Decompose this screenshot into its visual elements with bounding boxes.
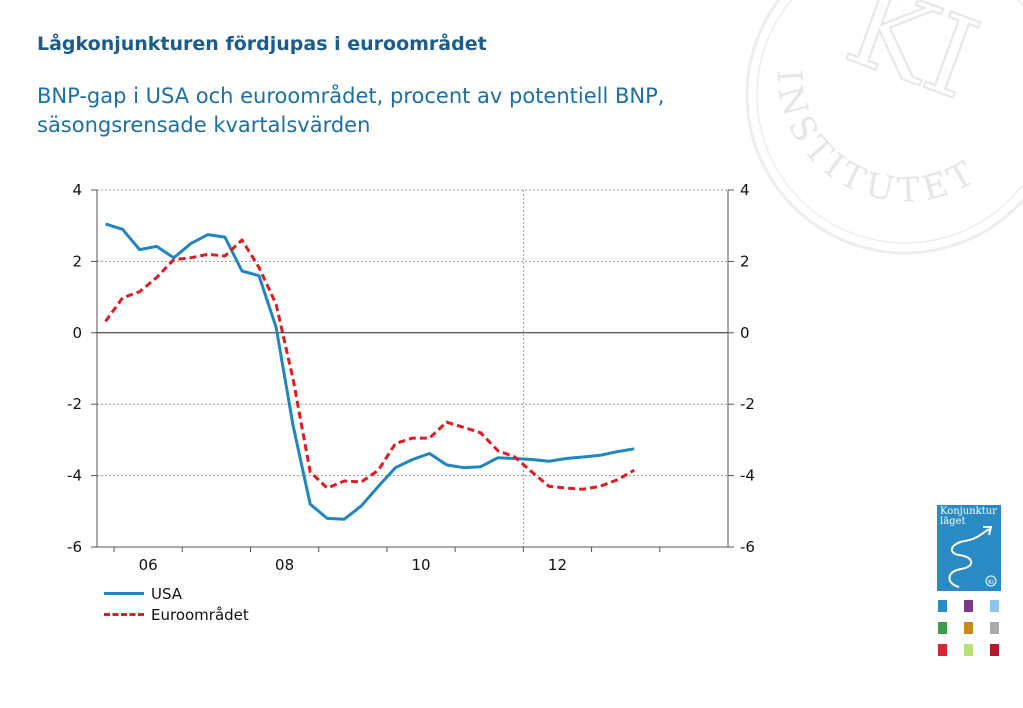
legend-label-usa: USA xyxy=(151,584,183,603)
thumbnail-9 xyxy=(990,644,999,656)
ytick-label-right: -6 xyxy=(740,538,755,556)
konjunkturlaget-cover-thumbnail: Konjunktur läget KI xyxy=(937,505,1001,591)
thumbnail-5 xyxy=(964,622,973,634)
thumbnail-2 xyxy=(964,600,973,612)
ytick-label-right: -4 xyxy=(740,467,755,485)
legend-item-euro: Euroområdet xyxy=(104,604,249,625)
series-line-euro xyxy=(104,238,635,491)
thumbnail-7 xyxy=(938,644,947,656)
legend-swatch-euro xyxy=(104,613,144,616)
slide-title: Lågkonjunkturen fördjupas i euroområdet xyxy=(37,33,487,55)
slide-subtitle: BNP-gap i USA och euroområdet, procent a… xyxy=(37,84,665,137)
ytick-label-left: 0 xyxy=(72,324,82,342)
thumbnail-6 xyxy=(990,622,999,634)
ytick-label-left: -4 xyxy=(67,467,82,485)
xtick-label-10: 10 xyxy=(411,556,430,574)
thumbnail-1 xyxy=(938,600,947,612)
ytick-label-left: 4 xyxy=(72,181,82,199)
ytick-label-left: -2 xyxy=(67,395,82,413)
institute-seal-watermark: INSTITUTET KI xyxy=(745,0,1023,255)
ytick-label-left: 2 xyxy=(72,252,82,270)
cover-title: Konjunktur läget xyxy=(940,506,997,527)
cover-badge: KI xyxy=(988,579,994,586)
ytick-label-left: -6 xyxy=(67,538,82,556)
legend-label-euro: Euroområdet xyxy=(151,605,249,624)
ytick-label-right: 2 xyxy=(740,252,750,270)
ytick-label-right: -2 xyxy=(740,395,755,413)
report-thumbnails xyxy=(937,600,1001,656)
legend-swatch-usa xyxy=(104,592,144,595)
ytick-label-right: 4 xyxy=(740,181,750,199)
cover-swirl-icon: KI xyxy=(948,526,997,588)
chart-legend: USA Euroområdet xyxy=(104,583,249,625)
thumbnail-8 xyxy=(964,644,973,656)
ytick-label-right: 0 xyxy=(740,324,750,342)
xtick-label-12: 12 xyxy=(548,556,567,574)
xtick-label-06: 06 xyxy=(139,556,158,574)
thumbnail-3 xyxy=(990,600,999,612)
series-line-usa xyxy=(105,222,635,521)
xtick-label-08: 08 xyxy=(275,556,294,574)
legend-item-usa: USA xyxy=(104,583,249,604)
thumbnail-4 xyxy=(938,622,947,634)
